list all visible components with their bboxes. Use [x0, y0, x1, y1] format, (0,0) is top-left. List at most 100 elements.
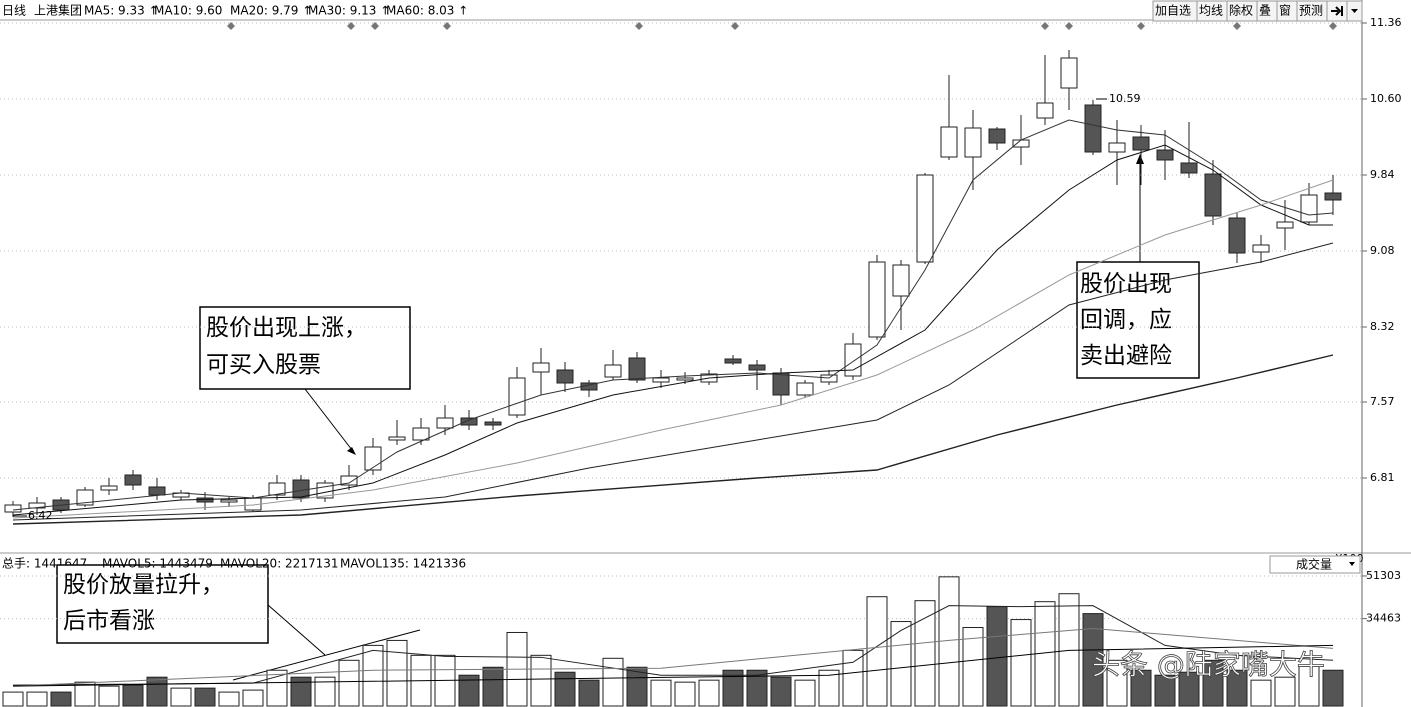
y-tick-label: 6.81: [1370, 471, 1395, 484]
candle-body: [1204, 173, 1222, 217]
event-marker: [227, 22, 235, 30]
candle-body: [1036, 102, 1054, 119]
candle-body: [460, 417, 478, 426]
candle-body: [964, 127, 982, 158]
legend-entry: MAVOL20: 2217131: [220, 557, 339, 571]
candle-body: [388, 436, 406, 441]
period: 日线: [2, 4, 26, 18]
ma-line: [12, 179, 1334, 519]
annotation-text: 可买入股票: [206, 352, 321, 378]
volume-bar: [1082, 613, 1104, 707]
event-marker: [1329, 22, 1337, 30]
y-tick-label: 9.84: [1370, 168, 1395, 181]
candle-body: [748, 364, 766, 371]
volume-bar: [386, 639, 408, 707]
toolbar-label[interactable]: 除权: [1229, 3, 1253, 18]
volume-bar: [818, 669, 840, 707]
volume-bar: [242, 689, 264, 707]
candle-body: [844, 343, 862, 377]
annotation-text: 股价出现: [1080, 271, 1172, 297]
toolbar-label[interactable]: 窗: [1279, 4, 1291, 18]
candle-body: [556, 369, 574, 384]
legend-entry: MA5: 9.33 ↑: [84, 4, 159, 18]
candle-body: [508, 377, 526, 416]
annotation-box: [56, 564, 269, 644]
volume-bar: [722, 669, 744, 707]
arrow-head: [347, 447, 356, 455]
y-tick-label: 7.57: [1370, 395, 1395, 408]
y-tick-label: 34463: [1366, 612, 1401, 625]
candle-body: [76, 489, 94, 506]
volume-bar: [890, 621, 912, 707]
chart-title: 上港集团: [34, 3, 82, 18]
volume-selector[interactable]: [1269, 555, 1361, 574]
volume-bar: [1250, 679, 1272, 707]
candle-body: [604, 364, 622, 378]
volume-bar: [290, 676, 312, 707]
volume-bar: [218, 691, 240, 707]
candle-body: [124, 474, 142, 486]
volume-bar: [74, 681, 96, 707]
ma-line: [12, 628, 1334, 687]
event-marker: [1065, 22, 1073, 30]
candle-body: [796, 382, 814, 396]
toolbar-label[interactable]: 均线: [1199, 4, 1223, 18]
annotation-text: 股价放量拉升，: [63, 572, 224, 598]
volume-bar: [1202, 659, 1224, 707]
candle-body: [1156, 149, 1174, 161]
volume-bar: [170, 687, 192, 707]
annotation-arrow: [304, 388, 353, 451]
candle-body: [148, 486, 166, 496]
volume-bar: [1130, 669, 1152, 707]
ma-line: [12, 144, 1333, 516]
candle-body: [484, 421, 502, 426]
volume-bar: [866, 596, 888, 707]
candle-body: [1276, 221, 1294, 229]
event-marker: [635, 22, 643, 30]
volume-bar: [554, 671, 576, 707]
candle-body: [1060, 57, 1078, 89]
y-tick-label: 9.08: [1370, 244, 1395, 257]
event-marker: [731, 22, 739, 30]
ma-line: [12, 242, 1334, 521]
event-marker: [1233, 22, 1241, 30]
candle-body: [1300, 194, 1318, 223]
volume-bar: [1322, 669, 1344, 707]
toolbar-label[interactable]: 预测: [1299, 4, 1323, 18]
volume-bar: [650, 679, 672, 707]
event-marker: [371, 22, 379, 30]
trend-line: [232, 629, 421, 681]
volume-bar: [1298, 664, 1320, 707]
candle-body: [4, 504, 22, 513]
annotation-text: 后市看涨: [63, 608, 155, 634]
volume-selector-label[interactable]: 成交量: [1296, 557, 1332, 572]
volume-bar: [746, 669, 768, 707]
low-label: 6.42: [28, 509, 53, 522]
dropdown-icon: [1349, 562, 1355, 566]
candle-body: [988, 128, 1006, 144]
volume-bar: [26, 691, 48, 707]
event-marker: [347, 22, 355, 30]
candle-body: [868, 261, 886, 338]
candle-body: [268, 482, 286, 496]
toolbar-label[interactable]: 叠: [1259, 4, 1271, 18]
event-marker: [443, 22, 451, 30]
y-tick-label: 51303: [1366, 569, 1401, 582]
y-tick-label: 8.32: [1370, 320, 1395, 333]
volume-bar: [266, 669, 288, 707]
volume-bar: [146, 676, 168, 707]
toolbar-icon: [1331, 6, 1343, 16]
volume-bar: [962, 627, 984, 707]
ma-line: [12, 119, 1334, 511]
volume-bar: [986, 606, 1008, 707]
candle-body: [1012, 139, 1030, 148]
volume-bar: [50, 691, 72, 707]
candle-body: [676, 377, 694, 381]
candle-body: [100, 485, 118, 491]
candle-body: [652, 377, 670, 383]
annotation-arrow: [267, 604, 326, 656]
ma-line: [12, 354, 1334, 525]
toolbar-label[interactable]: 加自选: [1155, 4, 1191, 18]
volume-bar: [122, 684, 144, 707]
